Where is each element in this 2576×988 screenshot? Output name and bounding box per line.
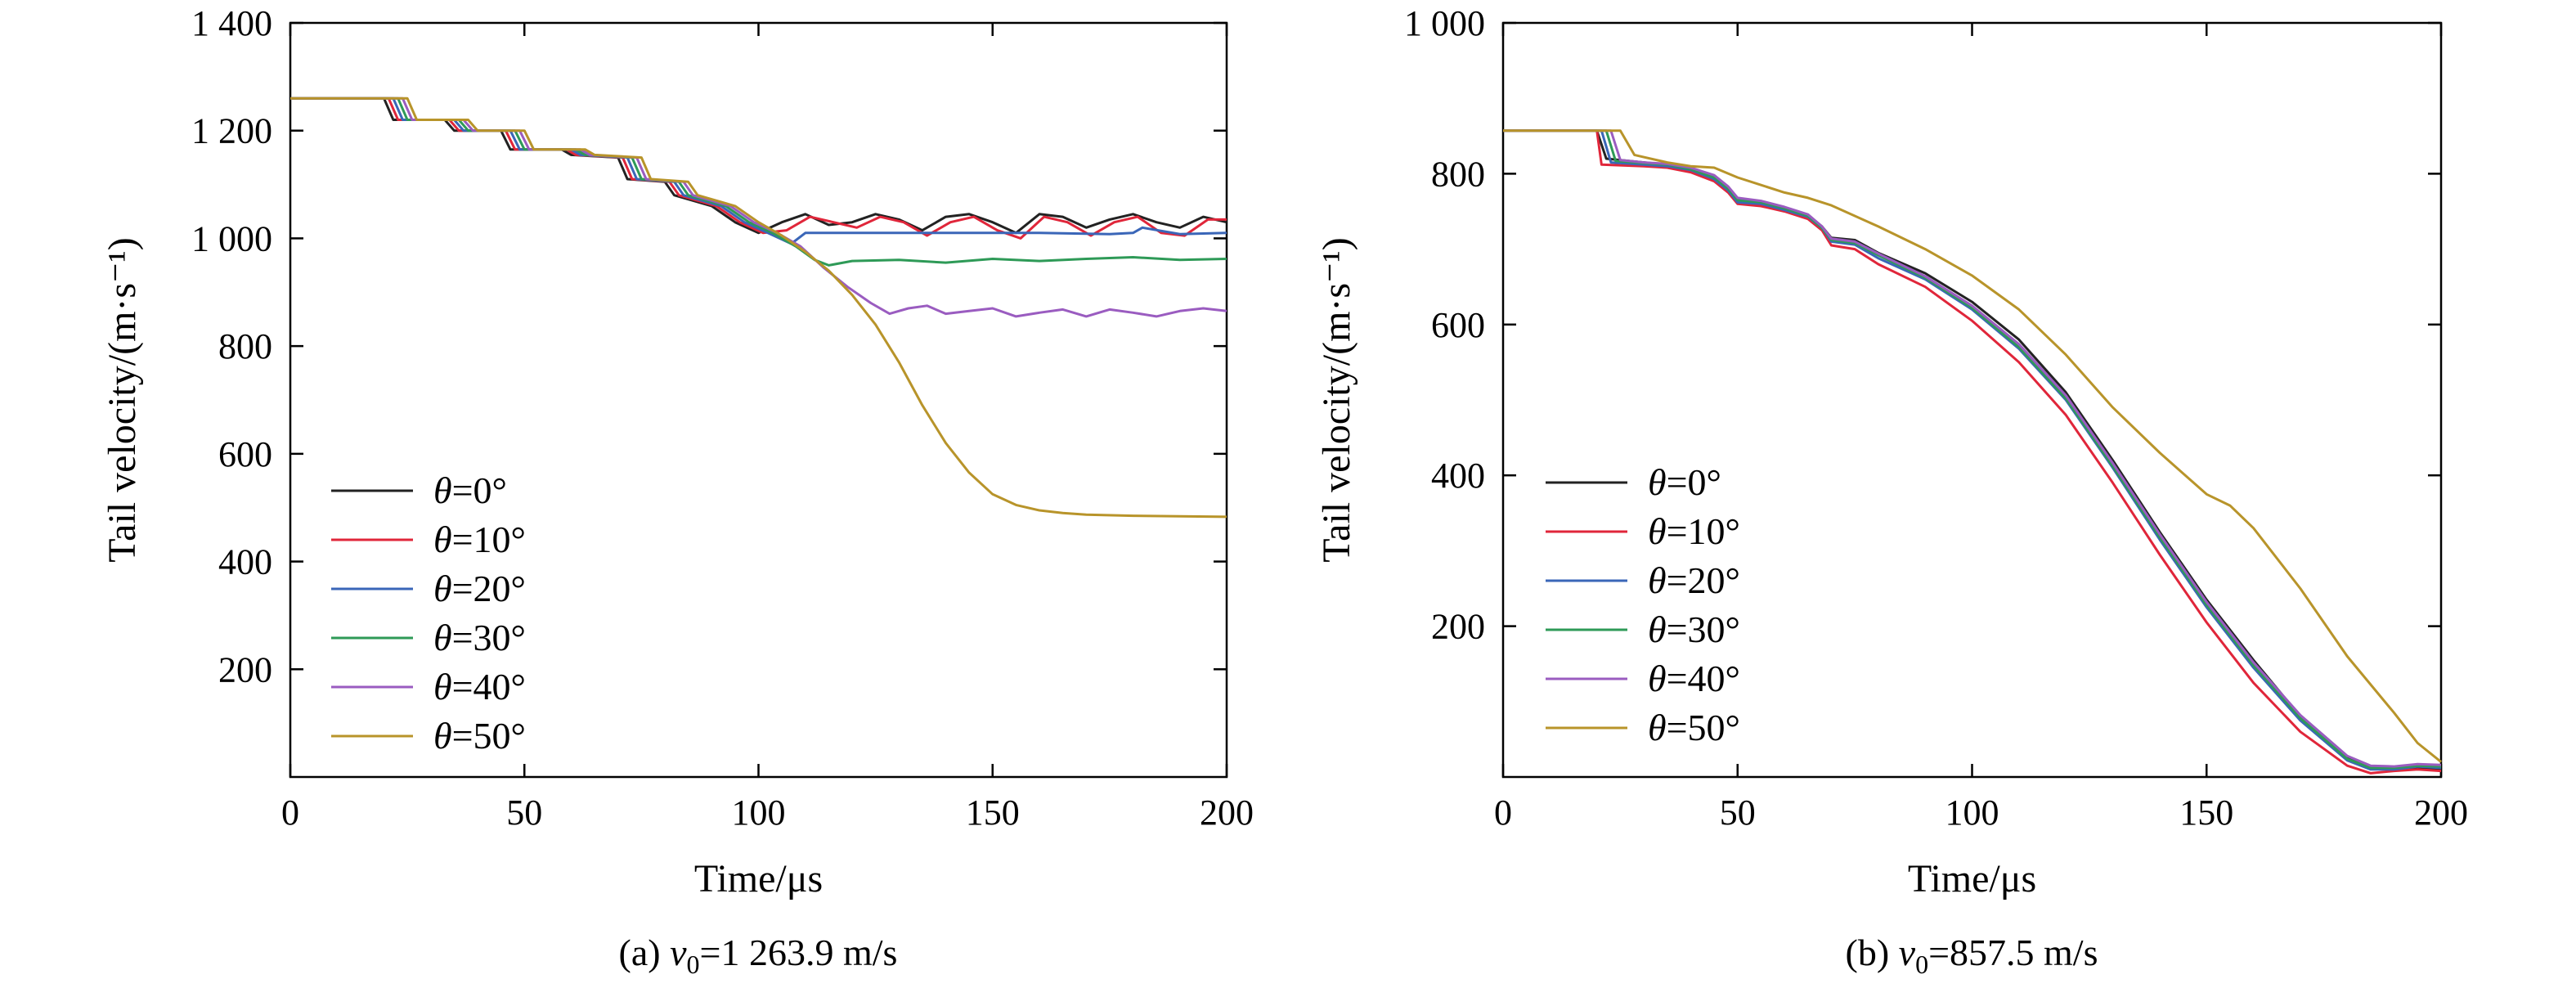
legend-label-value: =30° xyxy=(1667,609,1740,650)
caption-variable: v xyxy=(1899,932,1916,973)
series-line xyxy=(290,97,1227,267)
x-tick-label: 200 xyxy=(1200,793,1254,833)
caption-value: =857.5 m/s xyxy=(1928,932,2098,973)
legend-label-symbol: θ xyxy=(1648,609,1667,650)
plot-frame xyxy=(289,21,1228,779)
legend-label: θ=20° xyxy=(1648,559,1740,601)
caption-prefix: (a) xyxy=(619,932,671,973)
legend-label-value: =0° xyxy=(1667,461,1721,503)
y-tick-label: 600 xyxy=(1431,305,1485,345)
panel-caption: (a) v0=1 263.9 m/s xyxy=(619,932,898,979)
x-axis-title: Time/μs xyxy=(1908,857,2036,900)
x-tick-label: 100 xyxy=(732,793,786,833)
y-tick-label: 400 xyxy=(218,542,272,582)
caption-value: =1 263.9 m/s xyxy=(700,932,898,973)
legend-label: θ=30° xyxy=(433,617,526,658)
y-tick-label: 1 400 xyxy=(191,3,272,43)
series-line xyxy=(1503,129,2442,771)
legend-label-symbol: θ xyxy=(433,666,452,707)
plot-frame xyxy=(1501,21,2443,779)
series-line xyxy=(1503,129,2442,763)
legend-label-symbol: θ xyxy=(1648,510,1667,552)
y-tick-label: 1 000 xyxy=(1404,3,1485,43)
x-tick-label: 150 xyxy=(2179,793,2233,833)
y-axis-title: Tail velocity/(m·s⁻¹) xyxy=(1315,237,1358,563)
legend-label: θ=50° xyxy=(1648,707,1740,748)
series-line xyxy=(290,97,1227,519)
x-tick-label: 0 xyxy=(281,793,299,833)
caption-subscript: 0 xyxy=(1915,950,1928,979)
panel-b-chart: 0 50 100 150 200 200 400 600 800 1 000 Time/μs Tail… xyxy=(1315,3,2468,979)
y-tick-label: 200 xyxy=(218,649,272,689)
y-tick-label: 400 xyxy=(1431,456,1485,496)
legend-label-value: =20° xyxy=(1667,559,1740,601)
x-tick-label: 100 xyxy=(1945,793,1999,833)
series-line xyxy=(1503,129,2442,768)
legend-label-symbol: θ xyxy=(433,469,452,511)
legend-label: θ=50° xyxy=(433,715,526,757)
series-line xyxy=(1503,129,2442,770)
y-tick-label: 1 200 xyxy=(191,111,272,151)
x-tick-label: 200 xyxy=(2414,793,2468,833)
legend-label: θ=20° xyxy=(433,568,526,609)
y-tick-label: 600 xyxy=(218,434,272,474)
legend-label-symbol: θ xyxy=(433,617,452,658)
legend-label-value: =50° xyxy=(1667,707,1740,748)
y-tick-label: 800 xyxy=(1431,154,1485,194)
x-tick-label: 50 xyxy=(506,793,542,833)
series-line xyxy=(1503,129,2442,775)
legend-label-symbol: θ xyxy=(1648,559,1667,601)
caption-subscript: 0 xyxy=(687,950,700,979)
legend-label: θ=0° xyxy=(433,469,507,511)
legend-label-symbol: θ xyxy=(433,519,452,560)
legend-label: θ=40° xyxy=(1648,658,1740,699)
legend-label-value: =50° xyxy=(452,715,526,757)
y-tick-label: 200 xyxy=(1431,607,1485,647)
x-tick-label: 150 xyxy=(966,793,1020,833)
legend-label-value: =40° xyxy=(452,666,526,707)
legend-label-value: =10° xyxy=(452,519,526,560)
legend-label: θ=0° xyxy=(1648,461,1721,503)
panel-caption: (b) v0=857.5 m/s xyxy=(1846,932,2098,979)
y-tick-label: 800 xyxy=(218,326,272,366)
legend-label-symbol: θ xyxy=(433,568,452,609)
legend-label-value: =20° xyxy=(452,568,526,609)
legend-label-value: =0° xyxy=(452,469,507,511)
legend-label-symbol: θ xyxy=(1648,461,1667,503)
legend-label-value: =10° xyxy=(1667,510,1740,552)
legend-label-symbol: θ xyxy=(1648,707,1667,748)
series-line xyxy=(290,97,1227,245)
x-tick-label: 0 xyxy=(1494,793,1512,833)
legend-label-symbol: θ xyxy=(1648,658,1667,699)
x-axis-title: Time/μs xyxy=(694,857,823,900)
legend-label-value: =30° xyxy=(452,617,526,658)
caption-prefix: (b) xyxy=(1846,932,1899,973)
legend-label: θ=40° xyxy=(433,666,526,707)
panel-a-chart: 0 50 100 150 200 200 400 600 800 1 000 1 200 1 400 T… xyxy=(101,3,1254,979)
series-line xyxy=(290,97,1227,318)
legend-label-value: =40° xyxy=(1667,658,1740,699)
series-line xyxy=(290,97,1227,235)
legend-label: θ=30° xyxy=(1648,609,1740,650)
legend-label: θ=10° xyxy=(1648,510,1740,552)
x-tick-label: 50 xyxy=(1720,793,1756,833)
legend-label-symbol: θ xyxy=(433,715,452,757)
series-line xyxy=(1503,129,2442,771)
caption-variable: v xyxy=(670,932,687,973)
y-tick-label: 1 000 xyxy=(191,218,272,258)
y-axis-title: Tail velocity/(m·s⁻¹) xyxy=(101,237,144,563)
legend-label: θ=10° xyxy=(433,519,526,560)
